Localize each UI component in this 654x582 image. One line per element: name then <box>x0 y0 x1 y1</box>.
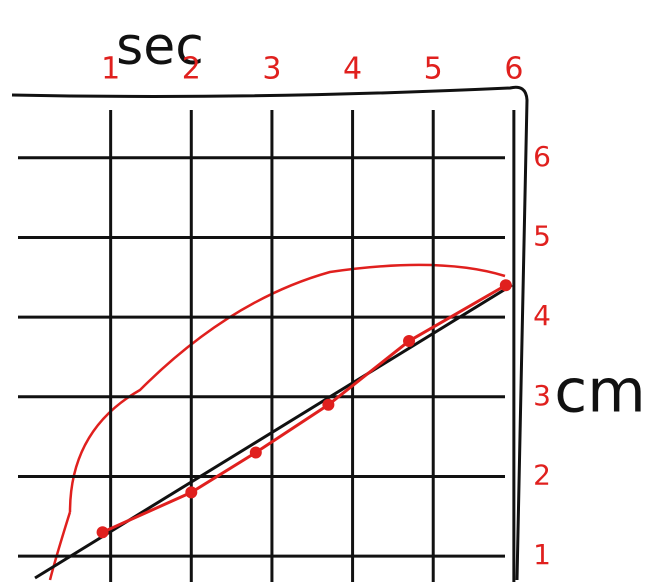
y-tick-label: 5 <box>533 219 551 252</box>
sketch-curve <box>48 263 506 581</box>
data-point <box>249 446 262 459</box>
plot: 1 2 3 4 5 6 1 2 3 4 5 6 <box>18 52 551 582</box>
x-tick-label: 5 <box>424 52 443 87</box>
y-tick-label: 6 <box>533 140 551 173</box>
data-point <box>403 335 416 348</box>
y-tick-label: 2 <box>533 458 551 491</box>
y-tick-label: 1 <box>533 538 551 571</box>
data-point <box>322 398 335 411</box>
x-tick-label: 6 <box>504 52 523 87</box>
y-tick-label: 4 <box>533 299 551 332</box>
x-tick-label: 4 <box>343 52 362 87</box>
data-point <box>499 279 512 292</box>
x-axis-label: sec <box>116 17 204 77</box>
frame <box>11 85 529 581</box>
x-tick-label: 1 <box>101 52 120 87</box>
x-tick-label: 2 <box>182 52 201 87</box>
x-tick-label: 3 <box>262 52 281 87</box>
data-point <box>185 486 198 499</box>
y-tick-label: 3 <box>533 379 551 412</box>
data-line <box>101 283 507 534</box>
data-point <box>96 526 109 539</box>
y-axis-label: cm <box>554 357 645 427</box>
